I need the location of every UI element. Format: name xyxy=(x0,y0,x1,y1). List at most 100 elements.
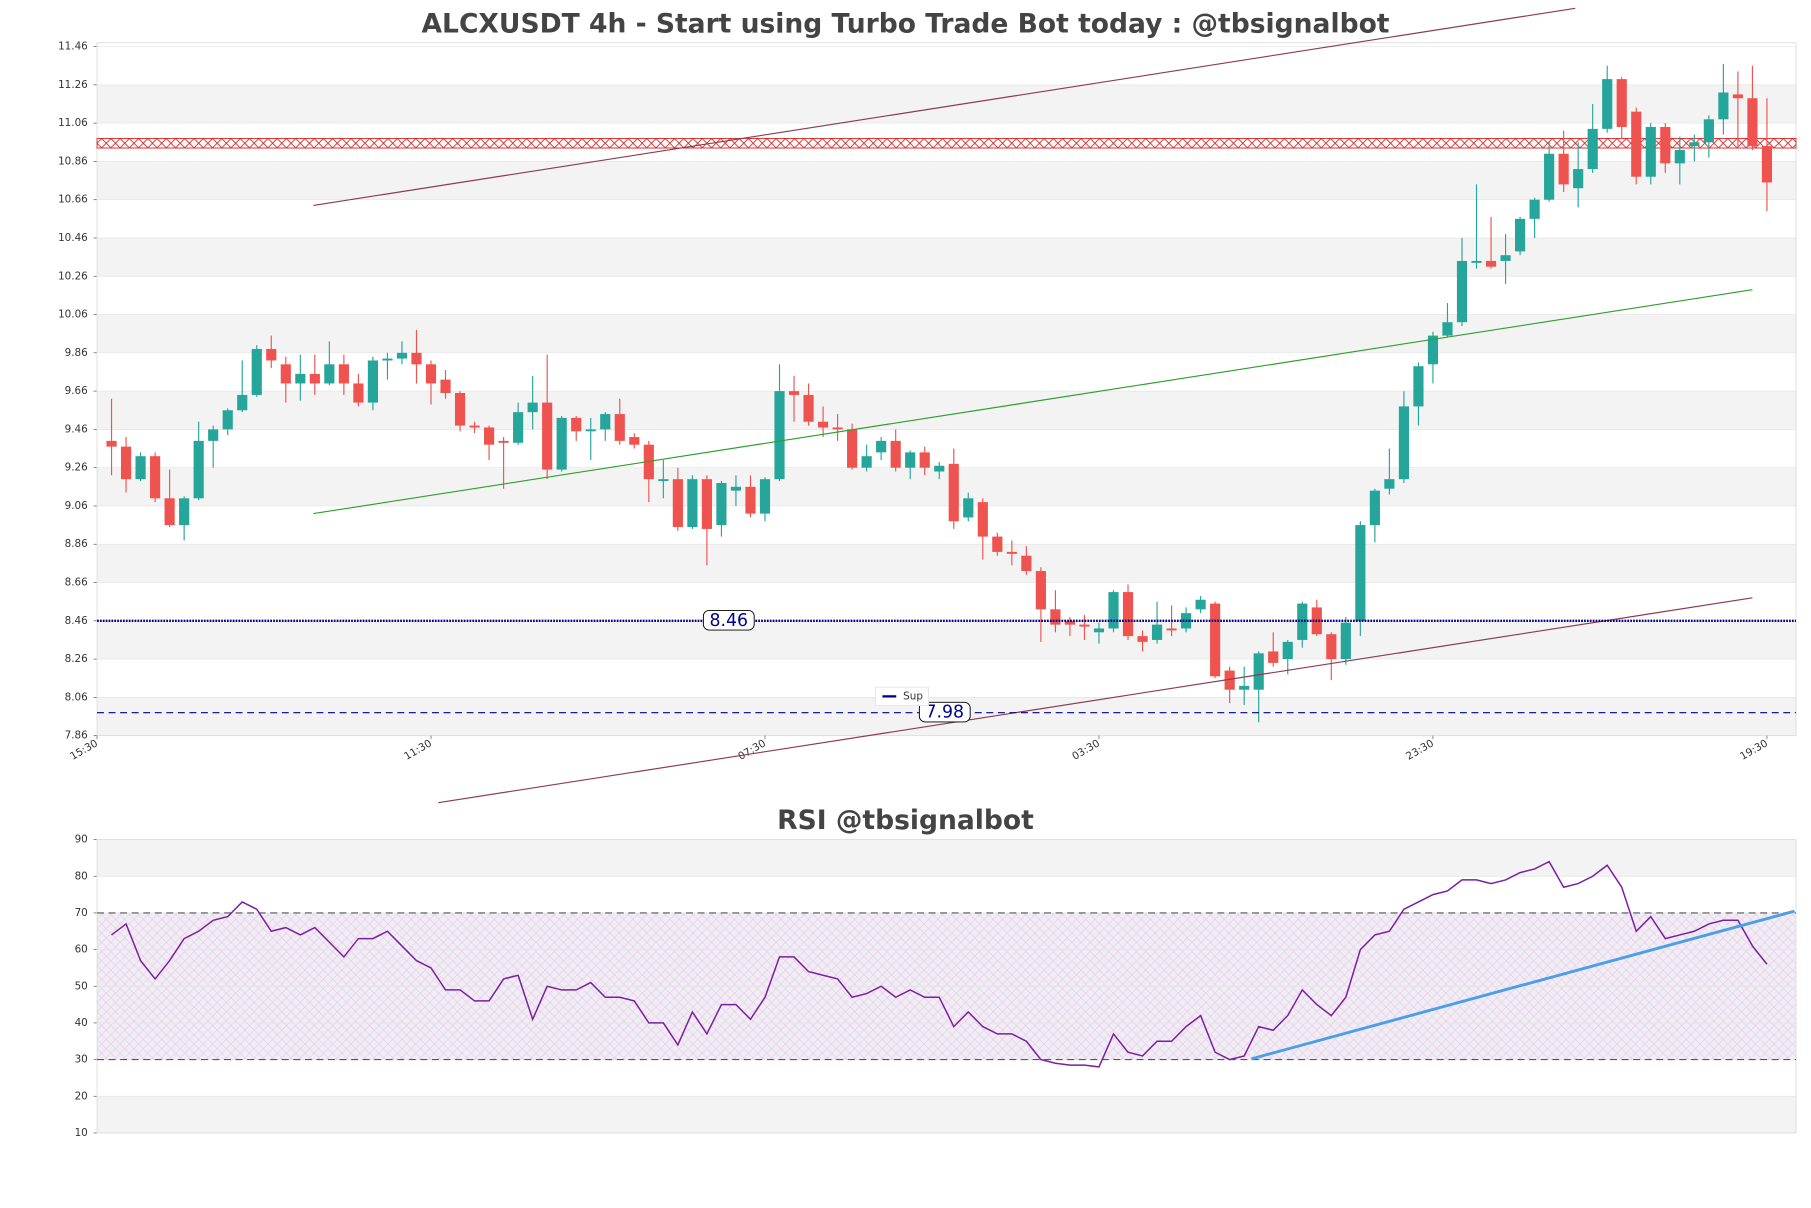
candle-body xyxy=(905,452,916,468)
candle-body xyxy=(208,429,219,441)
candle-body xyxy=(1660,126,1671,164)
candle-body xyxy=(1442,322,1453,336)
x-tick-label: 19:30 xyxy=(1738,737,1770,762)
candle-body xyxy=(338,364,349,384)
candle-body xyxy=(803,394,814,422)
candle-body xyxy=(1166,628,1177,631)
candle-body xyxy=(309,373,320,384)
candle-body xyxy=(992,536,1003,552)
x-tick-label: 11:30 xyxy=(402,737,434,762)
grid-band xyxy=(97,544,1796,583)
y-tick-label: 10.06 xyxy=(58,309,88,321)
candle-body xyxy=(498,440,509,443)
candle-body xyxy=(1718,92,1729,120)
candle-body xyxy=(745,486,756,514)
candle-body xyxy=(1413,366,1424,407)
candle-body xyxy=(1587,128,1598,170)
candle-body xyxy=(396,352,408,359)
candle-body xyxy=(513,412,524,443)
candle-body xyxy=(847,429,858,468)
candle-body xyxy=(1471,260,1482,263)
candle-body xyxy=(1645,126,1656,177)
candle-body xyxy=(1079,624,1090,627)
candle-body xyxy=(1064,620,1076,625)
candle-body xyxy=(1602,79,1613,129)
y-tick-label: 11.46 xyxy=(58,41,88,53)
y-tick-label: 80 xyxy=(75,870,88,882)
candle-body xyxy=(774,391,785,480)
candle-body xyxy=(600,414,611,430)
resistance-zone xyxy=(96,137,1797,149)
candle-body xyxy=(324,364,335,384)
support-label-box xyxy=(702,609,755,631)
grid-band xyxy=(97,839,1796,877)
y-tick-label: 10 xyxy=(75,1127,88,1139)
grid-band xyxy=(97,467,1796,506)
candle-body xyxy=(687,479,698,528)
candle-body xyxy=(382,358,393,361)
candle-body xyxy=(1500,255,1511,261)
trend-line xyxy=(313,7,1576,207)
candle-body xyxy=(425,364,437,384)
candle-body xyxy=(585,429,596,432)
candle-body xyxy=(556,417,567,470)
y-tick-label: 8.46 xyxy=(65,615,88,627)
candle-body xyxy=(1151,624,1163,640)
candle-body xyxy=(1137,636,1148,642)
candle-body xyxy=(1340,622,1351,660)
candle-body xyxy=(484,427,495,445)
y-tick-label: 8.66 xyxy=(65,577,88,589)
y-tick-label: 11.26 xyxy=(58,79,88,91)
candle-body xyxy=(266,348,277,361)
candle-body xyxy=(527,402,538,413)
candle-body xyxy=(1195,599,1206,610)
candle-body xyxy=(1427,335,1439,365)
candle-body xyxy=(919,452,930,468)
candle-body xyxy=(542,402,553,470)
grid-band xyxy=(97,314,1796,353)
y-tick-label: 20 xyxy=(75,1090,88,1102)
x-tick-label: 03:30 xyxy=(1070,737,1102,762)
candle-body xyxy=(1631,111,1642,177)
candle-body xyxy=(1369,490,1380,526)
candle-body xyxy=(1253,653,1264,690)
y-tick-label: 50 xyxy=(75,980,88,992)
candle-body xyxy=(251,348,262,395)
candle-body xyxy=(1268,651,1279,663)
candle-body xyxy=(1703,119,1714,143)
candle-body xyxy=(1326,634,1337,660)
x-tick-label: 23:30 xyxy=(1404,737,1436,762)
candle-body xyxy=(237,394,248,411)
candle-body xyxy=(1732,94,1743,99)
y-tick-label: 9.86 xyxy=(65,347,88,359)
candle-body xyxy=(701,479,712,529)
candle-body xyxy=(817,421,829,428)
rsi-trend-line xyxy=(1251,909,1795,1061)
candle-body xyxy=(1355,525,1366,621)
candle-body xyxy=(1689,142,1700,147)
candle-body xyxy=(629,437,640,445)
y-tick-label: 9.06 xyxy=(65,500,88,512)
grid-band xyxy=(97,391,1796,430)
candle-body xyxy=(1747,98,1758,147)
chart-title: ALCXUSDT 4h - Start using Turbo Trade Bo… xyxy=(421,8,1389,39)
candle-body xyxy=(1456,260,1468,323)
candle-body xyxy=(1398,406,1409,480)
candle-body xyxy=(295,373,306,384)
y-tick-label: 90 xyxy=(75,834,88,846)
candle-body xyxy=(1558,153,1569,185)
candle-body xyxy=(1122,592,1134,637)
candle-body xyxy=(222,410,233,430)
grid-band xyxy=(97,1096,1796,1133)
candle-body xyxy=(1485,260,1497,267)
candle-body xyxy=(1239,685,1250,690)
candle-body xyxy=(1282,641,1293,660)
candle-body xyxy=(1108,592,1119,629)
candle-body xyxy=(179,498,190,526)
candle-body xyxy=(1210,603,1221,677)
candle-body xyxy=(876,440,887,453)
y-tick-label: 60 xyxy=(75,944,88,956)
y-tick-label: 8.06 xyxy=(65,691,88,703)
